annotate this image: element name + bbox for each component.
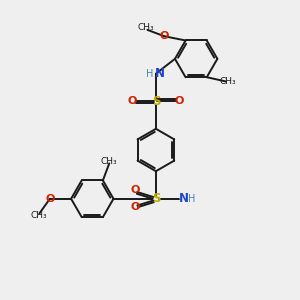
Text: CH₃: CH₃ bbox=[101, 158, 118, 166]
Text: O: O bbox=[45, 194, 55, 204]
Text: O: O bbox=[130, 185, 140, 195]
Text: O: O bbox=[160, 31, 169, 41]
Text: N: N bbox=[178, 192, 188, 205]
Text: CH₃: CH₃ bbox=[219, 77, 236, 86]
Text: N: N bbox=[155, 67, 165, 80]
Text: H: H bbox=[188, 194, 195, 204]
Text: S: S bbox=[152, 192, 160, 205]
Text: O: O bbox=[130, 202, 140, 212]
Text: S: S bbox=[152, 95, 160, 108]
Text: O: O bbox=[175, 96, 184, 106]
Text: O: O bbox=[128, 96, 137, 106]
Text: H: H bbox=[146, 69, 153, 79]
Text: CH₃: CH₃ bbox=[31, 211, 48, 220]
Text: CH₃: CH₃ bbox=[138, 23, 154, 32]
